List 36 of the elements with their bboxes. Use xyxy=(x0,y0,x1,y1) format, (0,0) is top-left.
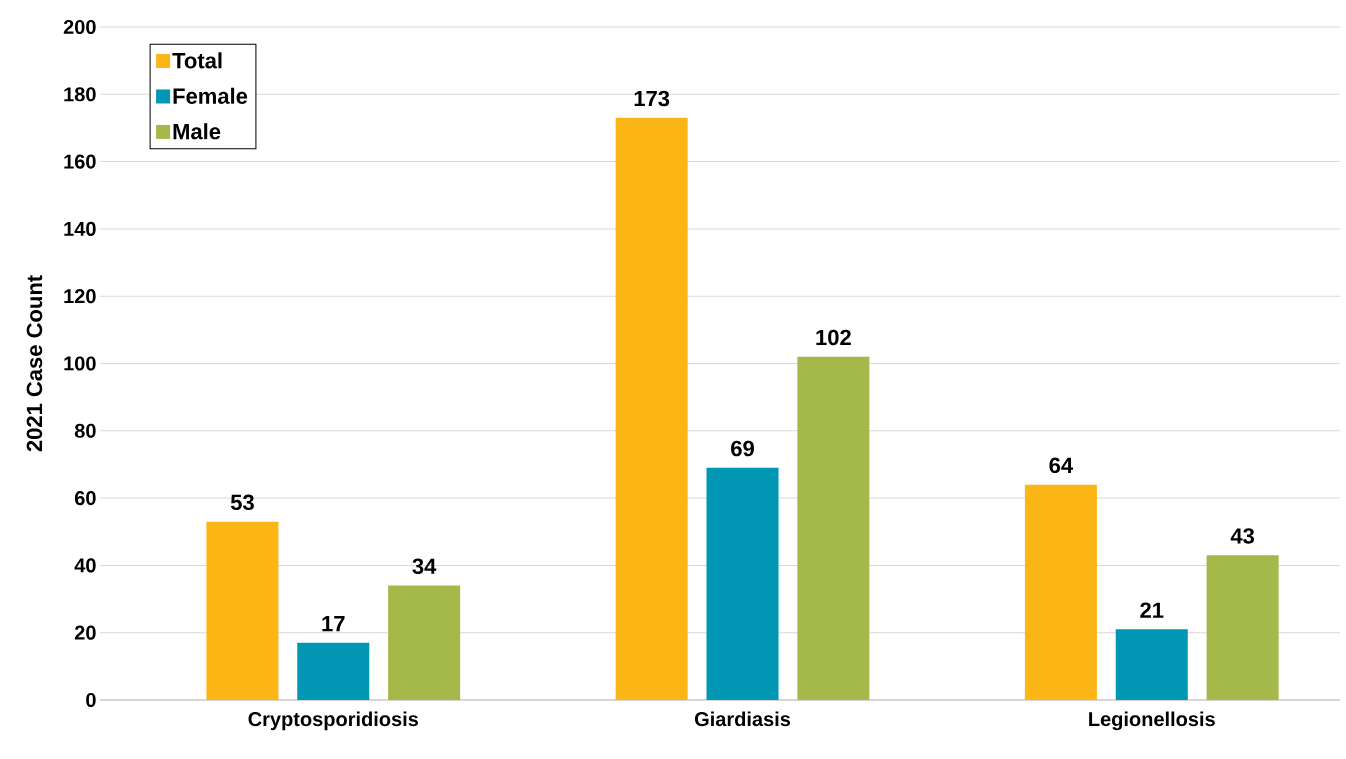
bar xyxy=(1115,629,1188,700)
x-tick-label: Giardiasis xyxy=(694,711,791,727)
x-tick-label: Cryptosporidiosis xyxy=(248,711,419,731)
data-label: 173 xyxy=(634,90,670,107)
legend-label: Total xyxy=(172,52,222,69)
y-tick-label: 100 xyxy=(64,356,96,371)
y-tick-label: 60 xyxy=(74,491,96,506)
legend-label: Male xyxy=(173,123,221,140)
bar xyxy=(797,356,870,700)
data-label: 34 xyxy=(412,558,437,575)
bar xyxy=(1206,555,1279,700)
data-label: 17 xyxy=(322,616,345,632)
y-tick-label: 180 xyxy=(64,87,96,102)
data-label: 69 xyxy=(731,440,754,457)
data-label: 64 xyxy=(1049,457,1074,474)
bar xyxy=(297,642,370,700)
legend-label: Female xyxy=(173,87,248,104)
y-axis-title: 2021 Case Count xyxy=(26,275,43,452)
bar xyxy=(706,467,779,700)
y-tick-label: 40 xyxy=(74,558,96,573)
bar xyxy=(615,117,688,700)
data-label: 43 xyxy=(1230,528,1255,544)
y-tick-label: 80 xyxy=(74,423,96,438)
data-label: 21 xyxy=(1140,602,1164,618)
y-tick-label: 0 xyxy=(86,692,96,708)
y-tick-label: 200 xyxy=(63,19,96,35)
y-tick-label: 160 xyxy=(64,154,96,169)
data-label: 102 xyxy=(816,329,851,346)
data-label: 53 xyxy=(230,494,254,511)
bar xyxy=(388,585,461,700)
bar xyxy=(206,521,279,700)
bar xyxy=(1024,484,1097,700)
y-tick-label: 120 xyxy=(64,289,96,304)
y-tick-label: 140 xyxy=(64,221,96,236)
x-tick-label: Legionellosis xyxy=(1089,711,1215,731)
y-tick-label: 20 xyxy=(74,625,96,640)
